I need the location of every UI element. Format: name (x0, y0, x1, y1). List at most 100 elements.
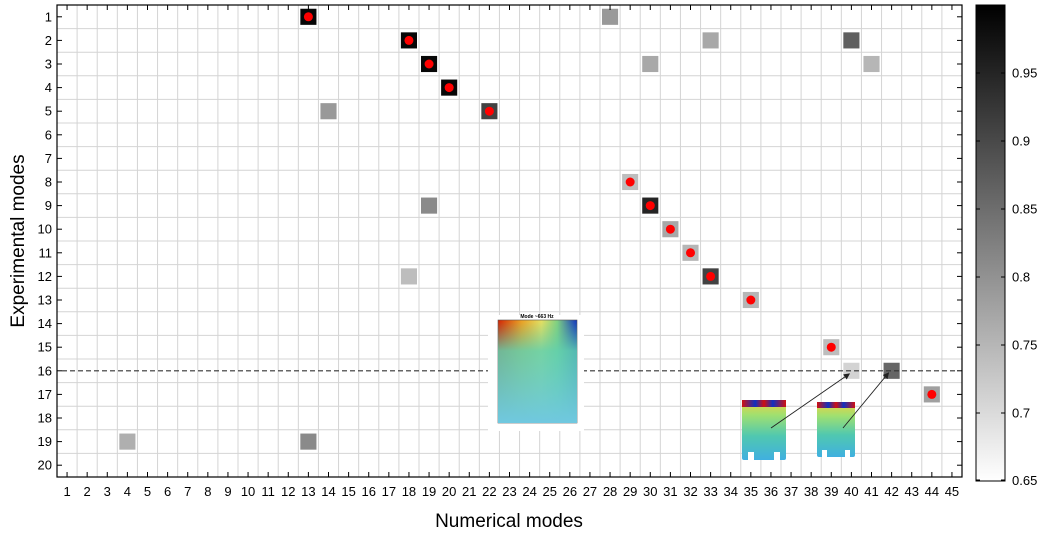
y-tick-label: 2 (45, 33, 52, 48)
x-tick-label: 25 (542, 484, 556, 499)
y-tick-label: 9 (45, 198, 52, 213)
x-tick-label: 7 (184, 484, 191, 499)
heatmap-cell (400, 268, 417, 285)
match-marker (665, 224, 675, 234)
y-axis-title: Experimental modes (8, 154, 29, 327)
y-tick-label: 12 (38, 269, 52, 284)
x-tick-label: 38 (804, 484, 818, 499)
x-tick-label: 16 (361, 484, 375, 499)
y-tick-label: 1 (45, 9, 52, 24)
y-tick-label: 15 (38, 340, 52, 355)
match-marker (927, 389, 937, 399)
colorbar: 0.65 0.7 0.75 0.8 0.85 0.9 0.95 (975, 4, 1037, 488)
match-marker (444, 83, 454, 93)
x-tick-label: 17 (382, 484, 396, 499)
x-tick-labels: 1 2 3 4 5 6 7 8 9 10 11 12 13 14 15 16 17 18 19 20 21 22 23 24 2… (63, 484, 959, 499)
x-tick-label: 8 (204, 484, 211, 499)
colorbar-gradient (975, 4, 1006, 482)
match-marker (404, 35, 414, 45)
x-tick-label: 10 (241, 484, 255, 499)
x-tick-label: 22 (482, 484, 496, 499)
match-marker (826, 342, 836, 352)
x-tick-label: 9 (224, 484, 231, 499)
match-marker (645, 201, 655, 211)
x-tick-label: 28 (603, 484, 617, 499)
heatmap-cell (300, 433, 317, 450)
match-marker (686, 248, 695, 258)
x-tick-label: 19 (422, 484, 436, 499)
x-tick-label: 2 (84, 484, 91, 499)
colorbar-ticks: 0.65 0.7 0.75 0.8 0.85 0.9 0.95 (976, 66, 1037, 488)
x-tick-label: 34 (723, 484, 737, 499)
x-tick-label: 13 (301, 484, 315, 499)
heatmap-cell (642, 55, 659, 73)
x-tick-label: 6 (164, 484, 171, 499)
colorbar-tick-label: 0.9 (1012, 134, 1030, 149)
x-tick-label: 32 (683, 484, 697, 499)
x-tick-label: 5 (144, 484, 151, 499)
colorbar-tick-label: 0.7 (1012, 406, 1030, 421)
x-tick-label: 31 (663, 484, 677, 499)
x-tick-label: 35 (744, 484, 758, 499)
y-tick-label: 10 (38, 222, 52, 237)
colorbar-tick-label: 0.95 (1012, 66, 1037, 81)
colorbar-tick-label: 0.65 (1012, 473, 1037, 488)
heatmap-cell (421, 197, 438, 214)
x-tick-label: 18 (402, 484, 416, 499)
center-inset-title: Mode ~663 Hz (520, 314, 554, 320)
y-tick-label: 13 (38, 293, 52, 308)
x-tick-label: 3 (104, 484, 111, 499)
heatmap-cell (602, 8, 619, 25)
x-axis-title: Numerical modes (435, 511, 583, 532)
y-tick-label: 14 (38, 316, 52, 331)
x-tick-label: 24 (522, 484, 536, 499)
y-tick-label: 11 (39, 245, 53, 260)
x-tick-label: 30 (643, 484, 657, 499)
x-tick-label: 11 (261, 484, 275, 499)
match-marker (625, 177, 635, 187)
heatmap-cell (863, 55, 880, 73)
mode-shape-insets (742, 372, 890, 460)
arrow-to-mode-40 (770, 373, 851, 429)
y-tick-label: 7 (45, 151, 52, 166)
x-tick-label: 29 (623, 484, 637, 499)
x-tick-label: 15 (341, 484, 355, 499)
x-tick-label: 33 (703, 484, 717, 499)
y-tick-label: 4 (45, 80, 52, 95)
match-marker (706, 271, 716, 281)
x-tick-label: 27 (583, 484, 597, 499)
x-tick-label: 37 (784, 484, 798, 499)
y-tick-label: 19 (38, 434, 52, 449)
x-tick-label: 12 (281, 484, 295, 499)
heatmap-cell (702, 32, 719, 49)
x-tick-label: 1 (63, 484, 70, 499)
match-markers (303, 12, 937, 399)
x-tick-label: 42 (884, 484, 898, 499)
y-tick-label: 3 (45, 57, 52, 72)
x-tick-label: 14 (321, 484, 335, 499)
center-mode-shape-inset: Mode ~663 Hz (488, 314, 584, 431)
match-marker (484, 106, 494, 116)
x-tick-label: 21 (462, 484, 476, 499)
y-tick-label: 16 (38, 363, 52, 378)
x-tick-label: 23 (502, 484, 516, 499)
x-tick-label: 39 (824, 484, 838, 499)
heatmap-cell (119, 433, 136, 450)
y-tick-label: 20 (38, 458, 52, 473)
heatmap-cell (843, 32, 860, 49)
heatmap-cell (320, 103, 337, 120)
match-marker (424, 59, 434, 69)
x-tick-label: 41 (864, 484, 878, 499)
match-marker (303, 12, 313, 22)
x-tick-label: 20 (442, 484, 456, 499)
y-tick-label: 8 (45, 175, 52, 190)
y-tick-label: 18 (38, 411, 52, 426)
grid-lines (57, 5, 962, 477)
y-tick-label: 6 (45, 127, 52, 142)
x-tick-label: 43 (904, 484, 918, 499)
colorbar-tick-label: 0.75 (1012, 338, 1037, 353)
arrow-to-mode-42 (842, 372, 890, 429)
colorbar-tick-label: 0.8 (1012, 270, 1030, 285)
